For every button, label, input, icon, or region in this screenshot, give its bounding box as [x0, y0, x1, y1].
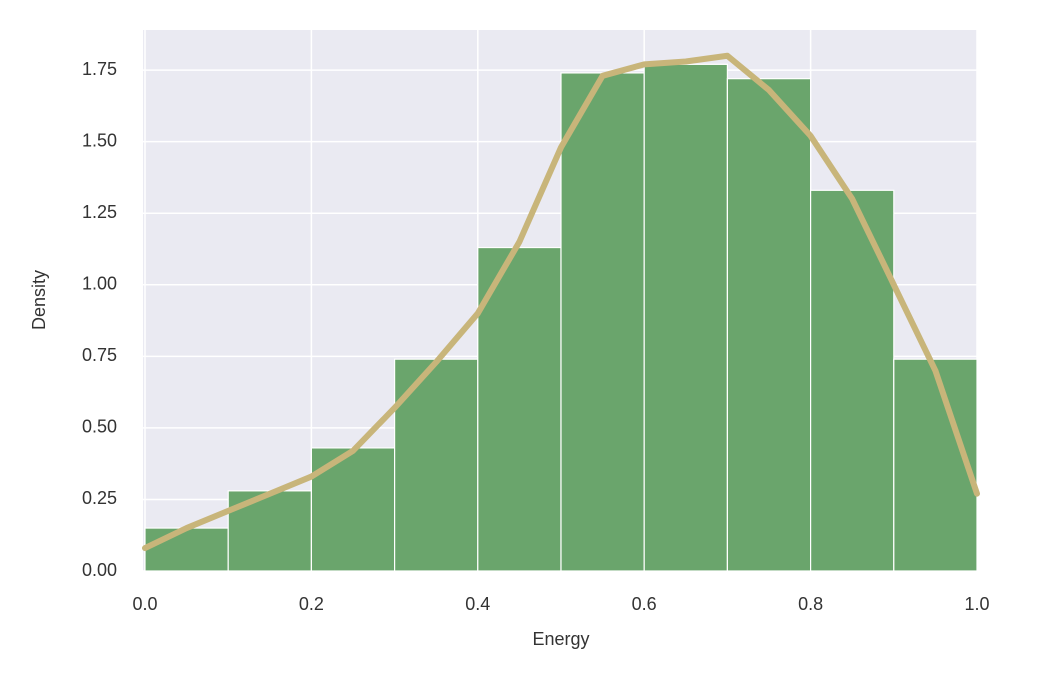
bar [893, 358, 978, 572]
y-axis-label: Density [29, 270, 49, 330]
x-tick-label: 0.0 [132, 594, 157, 614]
y-tick-label: 1.75 [82, 59, 117, 79]
bar [227, 490, 312, 572]
bar [477, 246, 562, 572]
bar [144, 527, 229, 572]
y-tick-label: 0.00 [82, 560, 117, 580]
y-tick-label: 0.50 [82, 417, 117, 437]
bar [560, 72, 645, 572]
x-tick-label: 0.6 [632, 594, 657, 614]
x-tick-label: 0.2 [299, 594, 324, 614]
x-tick-label: 0.4 [465, 594, 490, 614]
bar [643, 63, 729, 572]
y-tick-label: 1.25 [82, 202, 117, 222]
x-tick-label: 1.0 [964, 594, 989, 614]
x-axis-label: Energy [532, 629, 589, 649]
x-tick-label: 0.8 [798, 594, 823, 614]
bar [809, 189, 895, 572]
y-tick-label: 0.25 [82, 488, 117, 508]
y-tick-label: 0.75 [82, 345, 117, 365]
y-tick-label: 1.00 [82, 274, 117, 294]
bar [726, 78, 812, 572]
kde-line [142, 52, 980, 552]
y-tick-label: 1.50 [82, 130, 117, 150]
